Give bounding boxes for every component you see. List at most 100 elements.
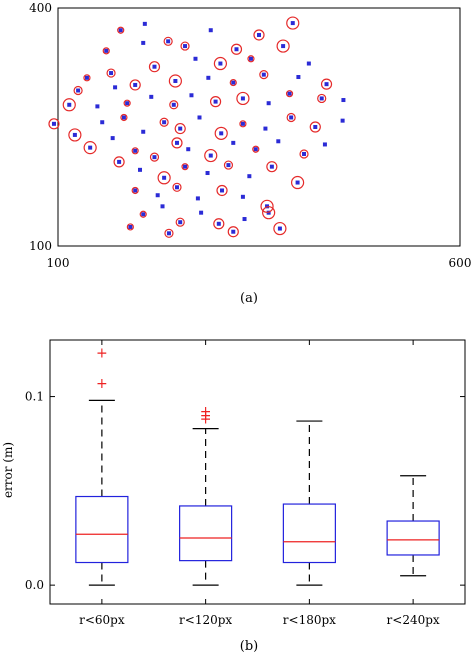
scatter-point — [125, 101, 130, 106]
scatter-circle — [171, 137, 183, 149]
scatter-point — [306, 61, 311, 66]
scatter-point — [183, 164, 188, 169]
scatter-point — [340, 118, 345, 123]
scatter-point — [219, 131, 224, 136]
scatter-circle — [181, 163, 189, 171]
y-tick-label-top: 400 — [29, 1, 52, 15]
scatter-circle — [168, 74, 182, 88]
box — [75, 495, 129, 564]
scatter-circle — [229, 78, 237, 87]
scatter-point — [287, 91, 292, 96]
scatter-circle — [73, 85, 83, 96]
scatter-point — [277, 226, 282, 231]
scatter-point — [160, 204, 165, 209]
scatter-point — [302, 151, 307, 156]
scatter-circle — [157, 171, 171, 185]
scatter-circle — [163, 36, 173, 46]
scatter-point — [208, 153, 213, 158]
scatter-circle — [266, 161, 278, 173]
scatter-point — [266, 101, 271, 106]
x-tick-label: r<240px — [387, 613, 440, 627]
scatter-circle — [320, 78, 333, 90]
scatter-circle — [123, 99, 131, 107]
scatter-point — [186, 147, 191, 152]
scatter-point — [128, 224, 133, 229]
scatter-point — [197, 115, 202, 120]
scatter-circle — [223, 160, 234, 170]
outlier: + — [96, 346, 108, 362]
scatter-circle — [169, 100, 179, 110]
scatter-circle — [180, 41, 190, 51]
scatter-point — [269, 164, 274, 169]
scatter-circle — [68, 128, 82, 142]
scatter-circle — [113, 156, 125, 168]
scatter-circle — [214, 126, 228, 140]
scatter-circle — [309, 121, 321, 133]
scatter-circle — [216, 184, 228, 197]
scatter-point — [166, 231, 171, 236]
scatter-point — [141, 40, 146, 45]
scatter-circle — [213, 218, 225, 230]
scatter-point — [261, 72, 266, 77]
scatter-point — [166, 39, 171, 44]
scatter-circle — [204, 148, 218, 163]
scatter-point — [276, 139, 281, 144]
scatter-circle — [273, 221, 287, 236]
scatter-circle — [164, 228, 174, 238]
scatter-point — [220, 188, 225, 193]
scatter-point — [247, 174, 252, 179]
scatter-point — [113, 85, 118, 90]
scatter-circle — [175, 217, 185, 227]
scatter-circle — [317, 93, 327, 104]
scatter-point — [281, 44, 286, 49]
scatter-point — [178, 220, 183, 225]
box — [386, 520, 440, 556]
scatter-point — [51, 121, 56, 126]
scatter-point — [162, 175, 167, 180]
scatter-circle — [120, 113, 128, 122]
scatter-point — [109, 71, 114, 76]
scatter-point — [171, 102, 176, 107]
scatter-circle — [247, 55, 255, 63]
scatter-point — [226, 163, 231, 168]
scatter-point — [174, 140, 179, 145]
scatter-circle — [172, 182, 182, 192]
scatter-point — [133, 82, 138, 87]
scatter-marks — [48, 16, 346, 238]
scatter-point — [173, 78, 178, 83]
scatter-point — [231, 140, 236, 145]
scatter-point — [133, 188, 138, 193]
scatter-point — [253, 147, 258, 152]
scatter-circle — [262, 206, 276, 220]
scatter-point — [341, 98, 346, 103]
scatter-point — [295, 180, 300, 185]
scatter-circle — [209, 96, 222, 108]
scatter-point — [193, 56, 198, 61]
x-tick-label-right: 600 — [449, 256, 472, 270]
scatter-circle — [149, 152, 160, 162]
scatter-point — [118, 28, 123, 33]
scatter-point — [162, 120, 167, 125]
scatter-circle — [174, 122, 186, 135]
scatter-circle — [260, 199, 274, 213]
scatter-point — [84, 75, 89, 80]
scatter-circle — [276, 39, 290, 53]
scatter-panel: 400 100 100 600 (a) — [29, 1, 471, 306]
scatter-point — [183, 44, 188, 49]
y-tick-label-bottom: 100 — [29, 239, 52, 253]
box — [179, 505, 233, 562]
scatter-point — [289, 115, 294, 120]
scatter-point — [206, 75, 211, 80]
y-tick-label: 0.1 — [25, 390, 44, 404]
scatter-point — [141, 212, 146, 217]
scatter-circle — [126, 223, 134, 231]
scatter-point — [240, 194, 245, 199]
scatter-circle — [131, 186, 139, 195]
scatter-axes-frame — [57, 7, 461, 247]
scatter-circle — [102, 47, 110, 55]
scatter-point — [67, 102, 72, 107]
scatter-point — [199, 210, 204, 215]
scatter-circle — [259, 70, 269, 80]
scatter-point — [240, 96, 245, 101]
boxplot-ticks: 0.0 0.1 r<60px r<120px r<180px r<240px — [25, 340, 465, 627]
